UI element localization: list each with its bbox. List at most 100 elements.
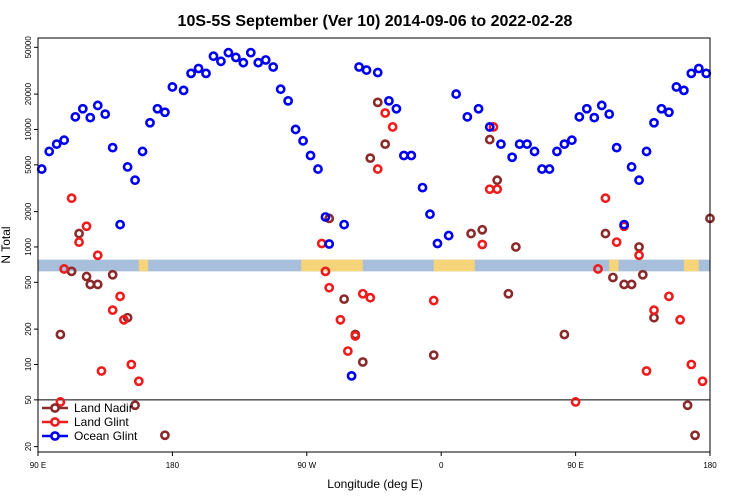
land-nadir-legend-label: Land Nadir bbox=[74, 401, 133, 415]
ocean-glint-point bbox=[425, 209, 435, 220]
land-nadir-legend-marker bbox=[50, 403, 60, 413]
land-nadir-point bbox=[682, 400, 693, 411]
land-glint-point bbox=[342, 346, 353, 356]
land-nadir-point bbox=[690, 430, 700, 441]
x-tick-label: 0 bbox=[439, 461, 444, 470]
land-nadir-point bbox=[339, 294, 350, 305]
ocean-glint-point bbox=[641, 146, 652, 157]
land-segment bbox=[683, 259, 699, 272]
ocean-glint-point bbox=[290, 124, 301, 135]
land-glint-point bbox=[96, 366, 107, 376]
land-glint-point bbox=[74, 237, 84, 247]
ocean-glint-point bbox=[230, 52, 241, 63]
ocean-glint-point bbox=[70, 111, 81, 122]
ocean-glint-point bbox=[406, 150, 417, 161]
ocean-glint-point bbox=[245, 47, 256, 58]
data-band bbox=[38, 259, 710, 272]
land-glint-point bbox=[570, 397, 581, 407]
land-glint-point bbox=[324, 282, 335, 293]
land-glint-point bbox=[611, 237, 622, 247]
land-glint-point bbox=[675, 314, 686, 325]
ocean-glint-point bbox=[664, 107, 674, 118]
ocean-glint-point bbox=[496, 139, 506, 150]
land-glint-point bbox=[335, 314, 346, 325]
land-nadir-point bbox=[466, 228, 476, 239]
ocean-glint-point bbox=[216, 56, 226, 67]
land-glint-point bbox=[387, 122, 398, 132]
ocean-glint-point bbox=[678, 85, 689, 96]
ocean-glint-point bbox=[44, 146, 55, 157]
land-glint-point bbox=[593, 264, 603, 274]
ocean-glint-point bbox=[484, 122, 495, 132]
ocean-glint-point bbox=[589, 112, 600, 123]
ocean-glint-point bbox=[552, 146, 562, 157]
land-glint-point bbox=[664, 291, 674, 302]
x-tick-label: 180 bbox=[703, 461, 717, 470]
land-segment bbox=[433, 259, 475, 272]
land-nadir-point bbox=[510, 242, 521, 252]
land-glint-point bbox=[59, 264, 70, 274]
ocean-glint-point bbox=[619, 219, 630, 230]
land-glint-point bbox=[133, 376, 144, 387]
ocean-glint-point bbox=[656, 103, 667, 114]
ocean-glint-point bbox=[208, 51, 219, 62]
y-tick-label: 500 bbox=[24, 275, 33, 289]
ocean-glint-point bbox=[507, 152, 518, 163]
land-nadir-point bbox=[637, 269, 648, 280]
land-glint-point bbox=[55, 397, 66, 407]
ocean-glint-point bbox=[51, 139, 62, 150]
land-glint-point bbox=[92, 250, 103, 261]
land-glint-point bbox=[600, 193, 611, 204]
land-glint-point bbox=[641, 366, 652, 376]
land-glint-point bbox=[81, 221, 92, 232]
land-nadir-point bbox=[600, 228, 611, 239]
ocean-glint-point bbox=[107, 142, 118, 153]
ocean-glint-point bbox=[626, 162, 637, 172]
x-tick-label: 90 W bbox=[297, 461, 316, 470]
land-glint-point bbox=[488, 122, 499, 132]
y-tick-label: 200 bbox=[24, 322, 33, 336]
ocean-glint-point bbox=[529, 146, 540, 157]
land-glint-point bbox=[372, 164, 383, 174]
ocean-glint-point bbox=[145, 117, 155, 128]
land-segment bbox=[138, 259, 149, 272]
land-nadir-point bbox=[160, 430, 170, 441]
land-nadir-point bbox=[372, 97, 383, 108]
land-glint-point bbox=[66, 193, 77, 204]
land-nadir-point bbox=[492, 175, 503, 186]
land-glint-point bbox=[477, 239, 488, 250]
x-axis: 90 E 180 90 W 0 90 E 180 bbox=[30, 452, 717, 470]
land-glint-point bbox=[634, 250, 644, 261]
x-tick-label: 90 E bbox=[567, 461, 583, 470]
ocean-glint-point bbox=[59, 135, 70, 146]
ocean-glint-point bbox=[268, 62, 279, 72]
land-glint-point bbox=[686, 359, 697, 370]
ocean-glint-legend-label: Ocean Glint bbox=[74, 429, 138, 443]
ocean-glint-point bbox=[260, 55, 271, 65]
ocean-glint-point bbox=[361, 65, 372, 75]
land-glint-point bbox=[365, 292, 376, 303]
y-tick-label: 10000 bbox=[24, 118, 33, 141]
land-nadir-point bbox=[81, 271, 92, 282]
y-tick-label: 100 bbox=[24, 357, 33, 371]
ocean-glint-point bbox=[178, 85, 189, 96]
land-glint-point bbox=[118, 314, 129, 325]
land-glint-legend-label: Land Glint bbox=[74, 415, 129, 429]
ocean-glint-point bbox=[384, 95, 394, 106]
land-nadir-point bbox=[107, 269, 118, 280]
ocean-glint-point bbox=[238, 57, 249, 68]
land-nadir-point bbox=[484, 134, 495, 145]
ocean-glint-point bbox=[417, 182, 428, 193]
land-nadir-point bbox=[559, 329, 570, 340]
ocean-glint-point bbox=[152, 103, 163, 114]
y-axis-label: N Total bbox=[0, 226, 13, 263]
y-axis: 20 50 100 200 500 1000 2000 5000 10000 20000 50000 bbox=[24, 36, 38, 451]
x-axis-label: Longitude (deg E) bbox=[327, 477, 422, 491]
ocean-glint-point bbox=[298, 135, 308, 146]
ocean-glint-point bbox=[305, 150, 316, 161]
ocean-glint-point bbox=[462, 111, 473, 122]
ocean-glint-point bbox=[167, 82, 178, 92]
land-glint-point bbox=[428, 295, 439, 306]
